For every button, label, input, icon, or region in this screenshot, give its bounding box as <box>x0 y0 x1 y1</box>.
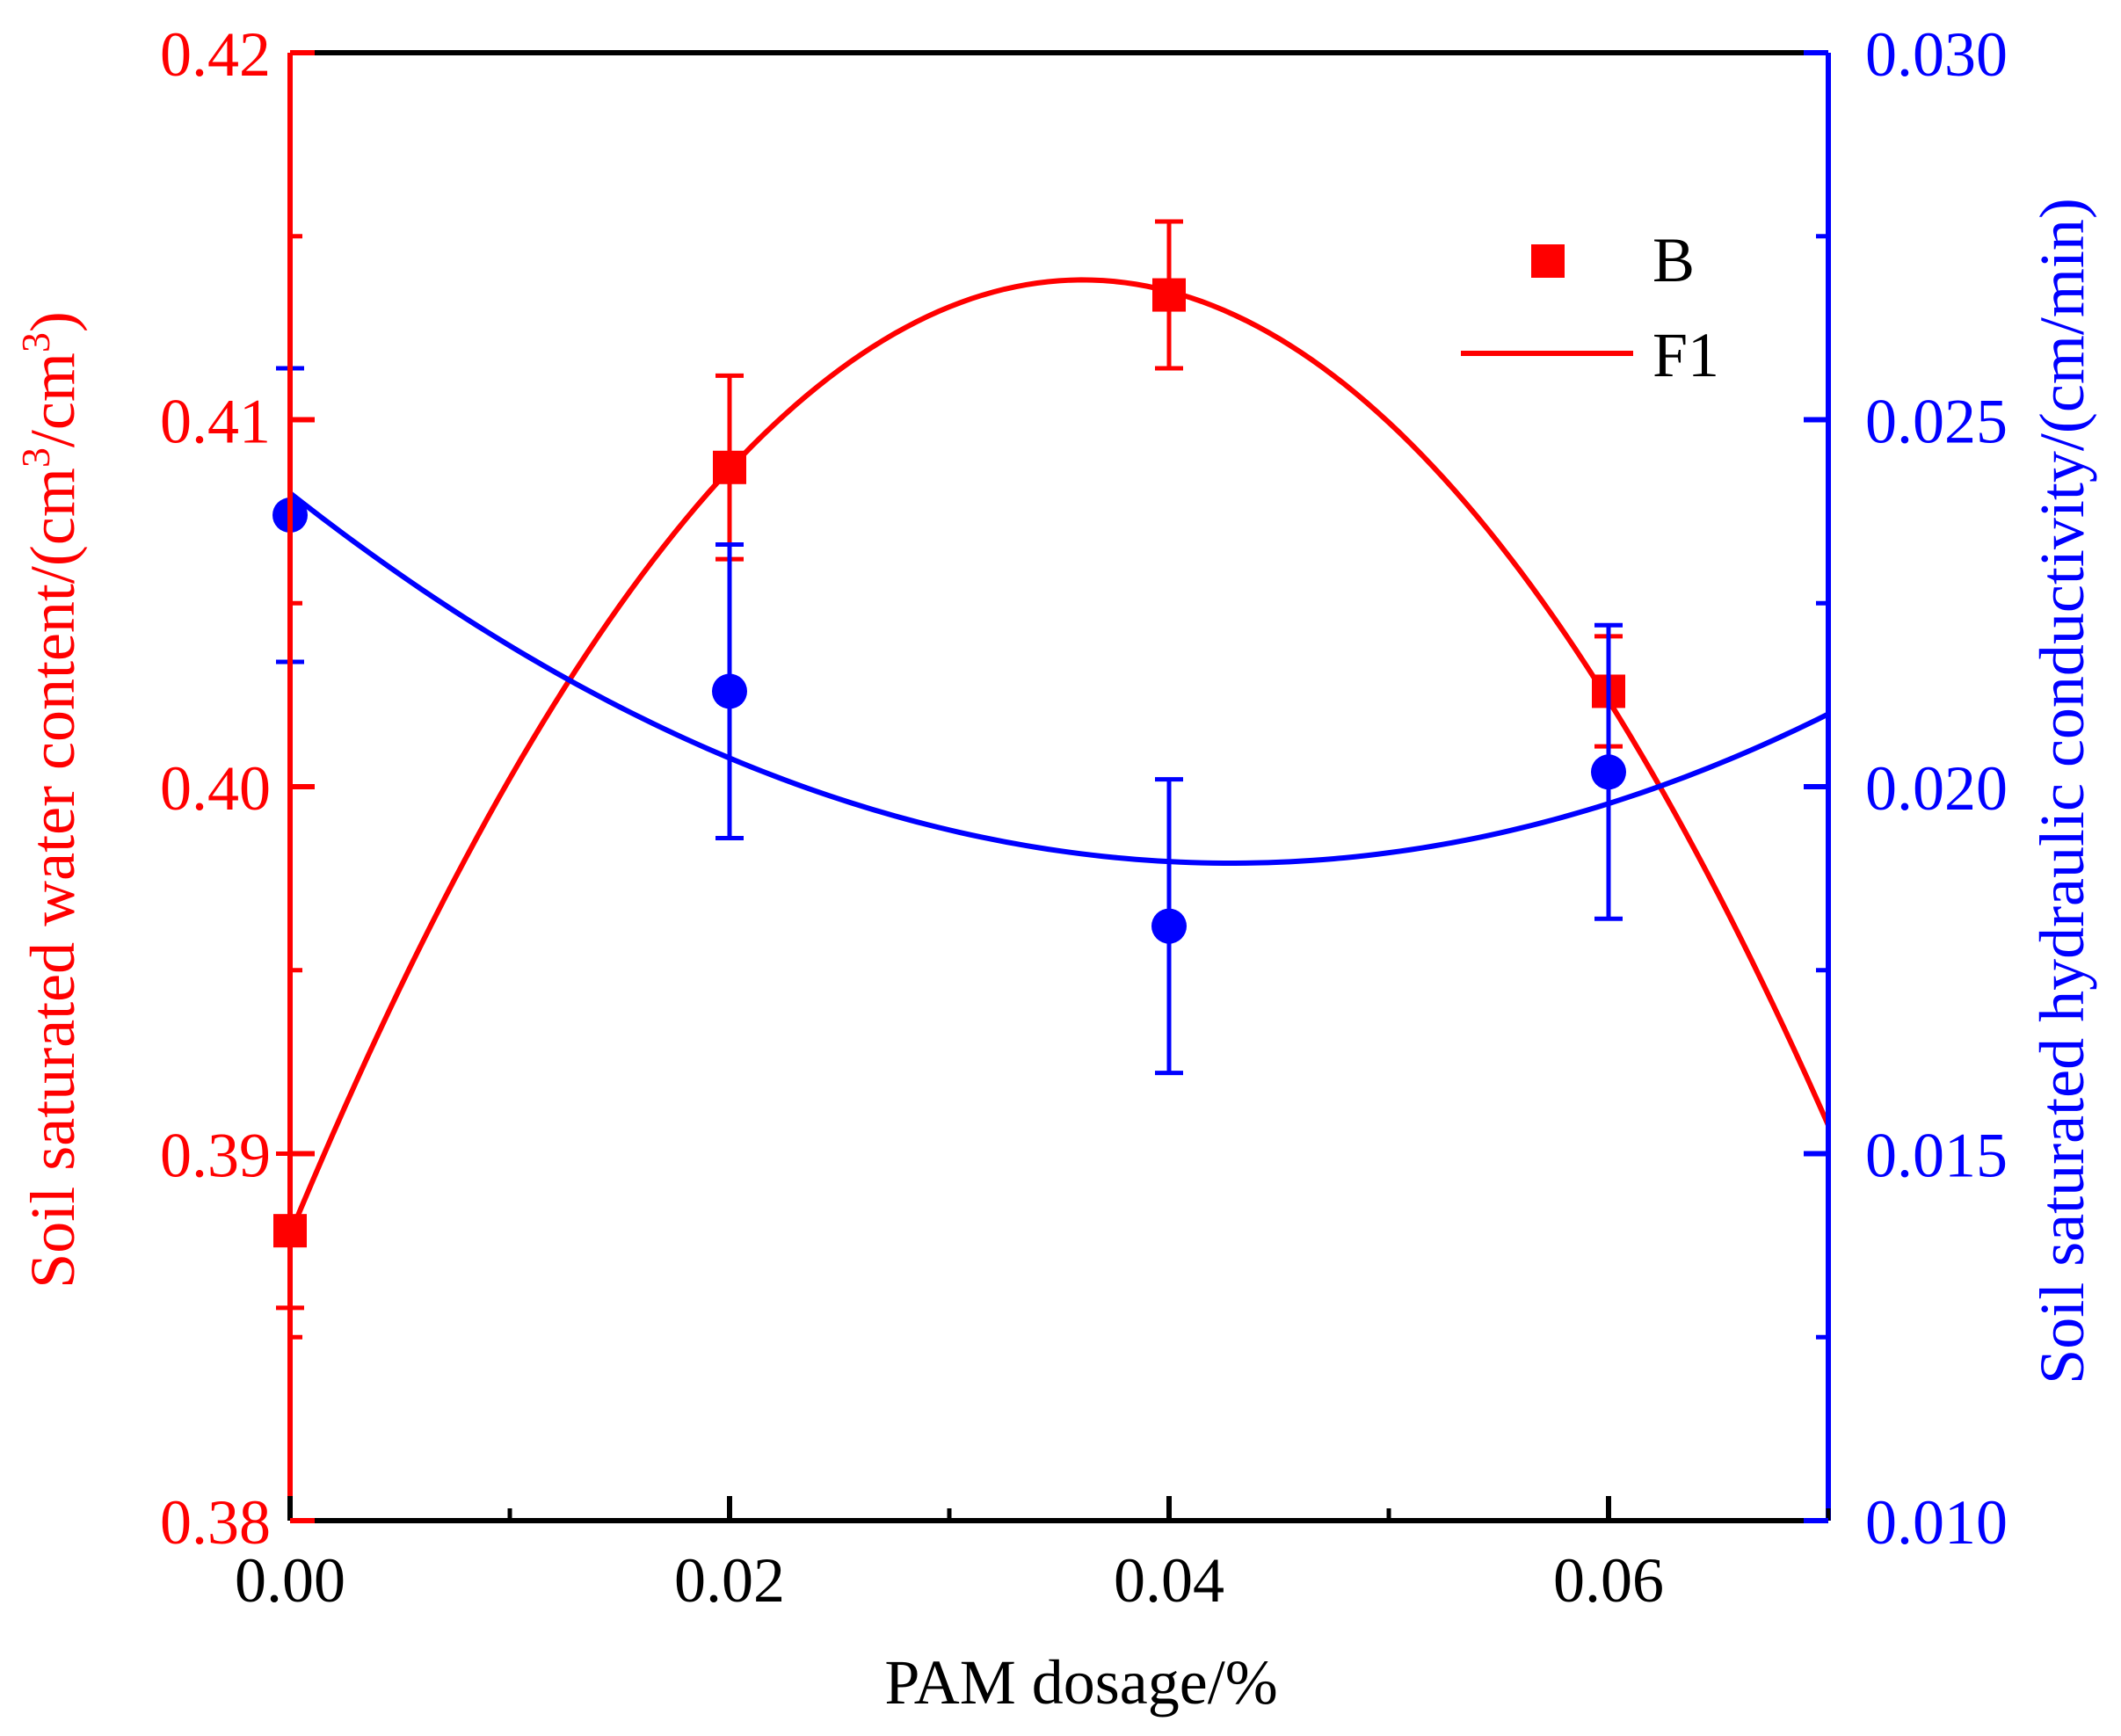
left-y-axis-title: Soil saturated water content/(cm3/cm3) <box>13 311 88 1289</box>
right-y-tick-label: 0.025 <box>1865 387 2008 457</box>
legend-marker-square <box>1531 244 1565 278</box>
right-y-tick-label: 0.020 <box>1865 753 2008 824</box>
left-y-axis-title-superscript: 3 <box>13 447 58 468</box>
legend: B F1 <box>1461 225 1719 390</box>
water-content-point <box>713 450 746 484</box>
left-y-axis-title-part: Soil saturated water content/(cm <box>18 468 88 1289</box>
water-content-fit-line <box>290 277 1828 1236</box>
series-layer <box>272 219 1828 1311</box>
left-y-tick-label: 0.42 <box>160 19 271 90</box>
left-y-tick-label: 0.39 <box>160 1121 271 1191</box>
conductivity-point <box>712 673 747 709</box>
x-tick-label: 0.04 <box>1114 1545 1224 1616</box>
left-y-axis-title-part: /cm <box>18 352 88 447</box>
x-axis-title: PAM dosage/% <box>884 1647 1277 1718</box>
conductivity-point <box>1151 908 1187 944</box>
legend-label-f1: F1 <box>1652 320 1719 390</box>
x-tick-label: 0.06 <box>1553 1545 1664 1616</box>
left-y-tick-label: 0.40 <box>160 753 271 824</box>
right-y-tick-label: 0.015 <box>1865 1121 2008 1191</box>
right-y-tick-label: 0.010 <box>1865 1487 2008 1558</box>
right-y-axis-title: Soil saturated hydraulic conductivity/(c… <box>2027 198 2097 1384</box>
legend-label-b: B <box>1652 225 1695 295</box>
x-tick-label: 0.00 <box>235 1545 345 1616</box>
left-y-ticks: 0.38 0.39 0.40 0.41 0.42 <box>160 19 315 1558</box>
x-ticks: 0.00 0.02 0.04 0.06 <box>235 1496 1831 1616</box>
right-y-tick-label: 0.030 <box>1865 19 2008 90</box>
right-y-ticks: 0.010 0.015 0.020 0.025 0.030 <box>1804 19 2008 1558</box>
left-y-axis-title-part: ) <box>18 311 88 332</box>
left-y-axis-title-superscript: 3 <box>13 332 58 352</box>
left-y-tick-label: 0.41 <box>160 387 271 457</box>
water-content-point <box>1152 278 1186 312</box>
left-y-tick-label: 0.38 <box>160 1487 271 1558</box>
x-tick-label: 0.02 <box>674 1545 785 1616</box>
conductivity-fit-line <box>290 490 1828 866</box>
conductivity-point <box>1591 754 1626 790</box>
